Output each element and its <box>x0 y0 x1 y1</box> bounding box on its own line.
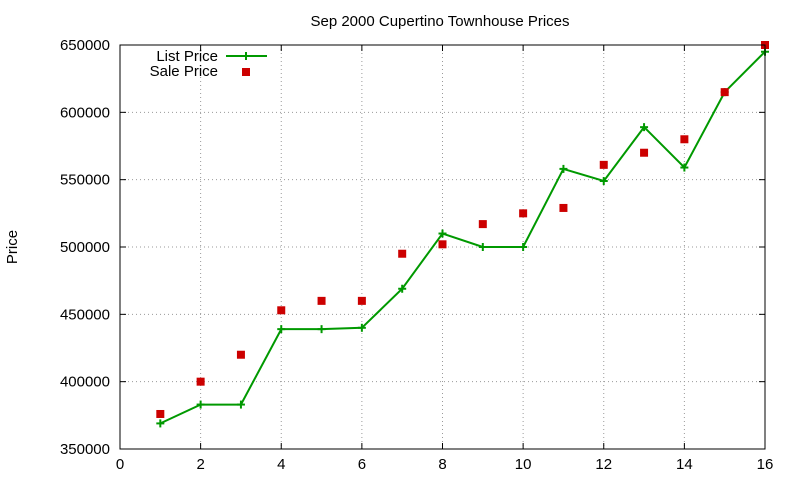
list-price-point <box>478 243 487 251</box>
sale-price-point <box>599 160 608 169</box>
y-tick-label: 350000 <box>60 441 110 458</box>
list-price-point <box>438 229 447 238</box>
ticks: 0 2 4 6 8 10 12 14 16 350000 400000 450000 500000 550… <box>60 37 773 473</box>
list-price-point <box>599 177 608 186</box>
y-tick-label: 550000 <box>60 172 110 189</box>
legend-label-sale-price: Sale Price <box>150 63 218 80</box>
y-tick-label: 600000 <box>60 104 110 121</box>
x-tick-label: 10 <box>515 456 532 473</box>
list-price-point <box>236 400 245 409</box>
x-tick-label: 14 <box>676 456 693 473</box>
list-price-point <box>640 123 649 132</box>
sale-price-point <box>277 306 286 315</box>
chart-title: Sep 2000 Cupertino Townhouse Prices <box>310 13 569 30</box>
legend-marker-sale-price <box>242 68 250 76</box>
x-tick-label: 4 <box>277 456 285 473</box>
list-price-point <box>357 323 366 332</box>
sale-price-point <box>559 203 568 212</box>
legend-label-list-price: List Price <box>156 48 218 65</box>
list-price-point <box>559 164 568 173</box>
list-price-point <box>398 284 407 293</box>
plot-frame <box>119 44 766 450</box>
y-tick-label: 400000 <box>60 374 110 391</box>
sale-price-point <box>156 409 165 418</box>
list-price-point <box>196 400 205 409</box>
x-tick-label: 8 <box>438 456 446 473</box>
y-tick-label: 500000 <box>60 239 110 256</box>
sale-price-point <box>317 296 326 305</box>
list-price-point <box>156 419 165 428</box>
x-tick-label: 6 <box>358 456 366 473</box>
legend: List Price Sale Price <box>150 48 267 80</box>
list-price-line <box>159 50 766 425</box>
y-tick-label: 650000 <box>60 37 110 54</box>
series-layer <box>156 41 769 428</box>
sale-price-point <box>519 209 528 218</box>
list-price-point <box>519 243 528 251</box>
x-tick-label: 12 <box>595 456 612 473</box>
sale-price-point <box>720 88 729 97</box>
sale-price-point <box>680 135 689 144</box>
x-tick-label: 2 <box>196 456 204 473</box>
sale-price-point <box>640 148 649 157</box>
list-price-point <box>277 325 286 334</box>
x-tick-label: 0 <box>116 456 124 473</box>
sale-price-point <box>398 249 407 258</box>
list-price-point <box>317 325 326 334</box>
sale-price-point <box>478 220 487 229</box>
x-tick-label: 16 <box>757 456 774 473</box>
sale-price-point <box>196 377 205 386</box>
y-axis-label: Price <box>4 230 21 264</box>
list-price-point <box>680 163 689 172</box>
sale-price-point <box>438 240 447 249</box>
sale-price-point <box>236 350 245 359</box>
sale-price-point <box>357 296 366 305</box>
y-tick-label: 450000 <box>60 306 110 323</box>
legend-marker-list-price <box>242 52 250 60</box>
